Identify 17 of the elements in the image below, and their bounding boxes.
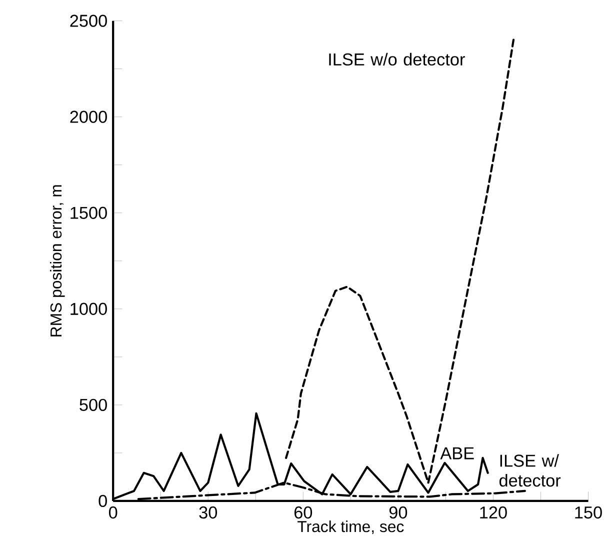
y-tick-label: 2500	[70, 14, 107, 28]
y-axis-title: RMS position error, m	[50, 185, 65, 336]
x-tick-label: 30	[199, 506, 218, 519]
y-tick-label: 1000	[70, 302, 107, 316]
series-label: ABE	[440, 448, 474, 460]
y-tick-label: 2000	[70, 110, 107, 124]
y-tick-label: 500	[80, 399, 107, 412]
x-tick-label: 0	[108, 506, 118, 519]
y-tick-label: 0	[98, 495, 107, 508]
y-tick-label: 1500	[70, 206, 107, 220]
x-tick-label: 120	[480, 506, 507, 519]
x-tick-label: 60	[294, 506, 312, 519]
text: ILSE w/o detector	[329, 53, 465, 66]
series-label: ILSE w/ detector	[499, 454, 561, 487]
x-tick-label: 150	[575, 506, 602, 519]
x-tick-label: 90	[389, 506, 408, 519]
x-axis-title: Track time, sec	[298, 520, 404, 534]
